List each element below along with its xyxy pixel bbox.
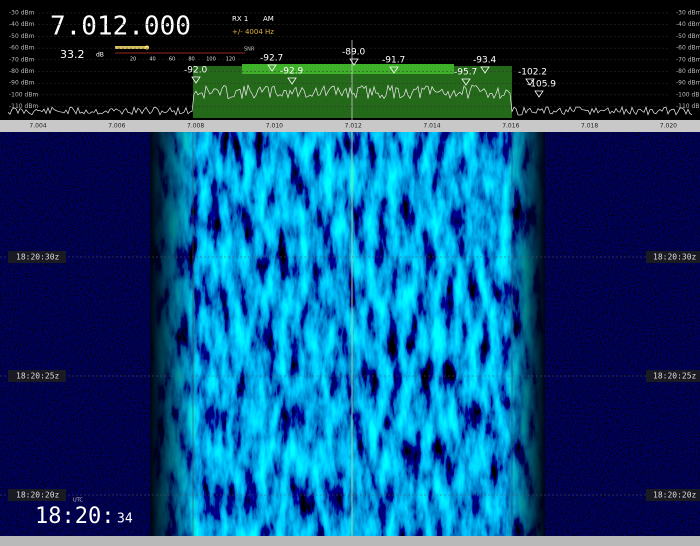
peak-label: -92.7 bbox=[260, 54, 283, 64]
meter-scale: 100 bbox=[206, 57, 216, 63]
time-label: 18:20:30z bbox=[653, 253, 697, 262]
mode: AM bbox=[263, 15, 274, 23]
freq-label: 7.004 bbox=[29, 123, 46, 130]
dbm-label: -60 dBm bbox=[676, 45, 700, 52]
time-label: 18:20:25z bbox=[16, 372, 60, 381]
dbm-label: -70 dBm bbox=[676, 56, 700, 63]
dbm-label: -80 dBm bbox=[9, 68, 35, 75]
meter-scale: 20 bbox=[130, 57, 136, 63]
dbm-label: -110 dBm bbox=[9, 103, 38, 110]
clock: 18:20: bbox=[35, 504, 114, 529]
freq-label: 7.016 bbox=[502, 123, 519, 130]
meter-scale: 60 bbox=[169, 57, 175, 63]
bandwidth: +/- 4004 Hz bbox=[232, 28, 274, 36]
frequency: 7.012.000 bbox=[50, 12, 191, 42]
time-label: 18:20:25z bbox=[653, 372, 697, 381]
meter-scale: 120 bbox=[226, 57, 236, 63]
peak-label: -93.4 bbox=[473, 56, 497, 66]
peak-label: -92.9 bbox=[280, 67, 304, 77]
waterfall-fade bbox=[150, 132, 545, 536]
signal-unit: dB bbox=[96, 52, 104, 59]
meter-peak bbox=[145, 46, 149, 50]
peak-label: -92.0 bbox=[184, 66, 208, 76]
freq-label: 7.018 bbox=[581, 123, 598, 130]
time-label: 18:20:20z bbox=[16, 491, 60, 500]
dbm-label: -100 dBm bbox=[676, 91, 700, 98]
peak-label: -91.7 bbox=[382, 56, 405, 66]
dbm-label: -90 dBm bbox=[9, 80, 35, 87]
dbm-label: -60 dBm bbox=[9, 45, 35, 52]
peak-label: -89.0 bbox=[342, 48, 366, 58]
rx: RX 1 bbox=[232, 15, 248, 23]
dbm-label: -100 dBm bbox=[9, 91, 38, 98]
status-bar bbox=[0, 536, 700, 546]
freq-label: 7.014 bbox=[423, 123, 440, 130]
dbm-label: -80 dBm bbox=[676, 68, 700, 75]
peak-label: -105.9 bbox=[527, 80, 556, 90]
freq-label: 7.012 bbox=[345, 123, 362, 130]
dbm-label: -70 dBm bbox=[9, 56, 35, 63]
dbm-label: -90 dBm bbox=[676, 80, 700, 87]
dbm-label: -40 dBm bbox=[9, 21, 35, 28]
freq-label: 7.006 bbox=[108, 123, 125, 130]
dbm-label: -50 dBm bbox=[9, 33, 35, 40]
freq-label: 7.010 bbox=[266, 123, 283, 130]
dbm-label: -50 dBm bbox=[676, 33, 700, 40]
time-label: 18:20:30z bbox=[16, 253, 60, 262]
time-label: 18:20:20z bbox=[653, 491, 697, 500]
clock-zone: UTC bbox=[73, 498, 83, 504]
dbm-label: -30 dBm bbox=[9, 10, 35, 17]
freq-label: 7.008 bbox=[187, 123, 204, 130]
meter-scale: 80 bbox=[188, 57, 194, 63]
peak-label: -95.7 bbox=[454, 68, 477, 78]
meter-bar bbox=[115, 46, 147, 49]
meter-scale: 40 bbox=[149, 57, 155, 63]
peak-label: -102.2 bbox=[518, 68, 547, 78]
freq-label: 7.020 bbox=[660, 123, 677, 130]
snr: SNR bbox=[244, 47, 255, 53]
signal: 33.2 bbox=[60, 48, 85, 61]
dbm-label: -30 dBm bbox=[676, 10, 700, 17]
dbm-label: -40 dBm bbox=[676, 21, 700, 28]
clock-seconds: 34 bbox=[117, 512, 133, 527]
sdr-screen: 7.012.000 RX 1 AM +/- 4004 Hz 33.2 dB SN… bbox=[0, 0, 700, 546]
